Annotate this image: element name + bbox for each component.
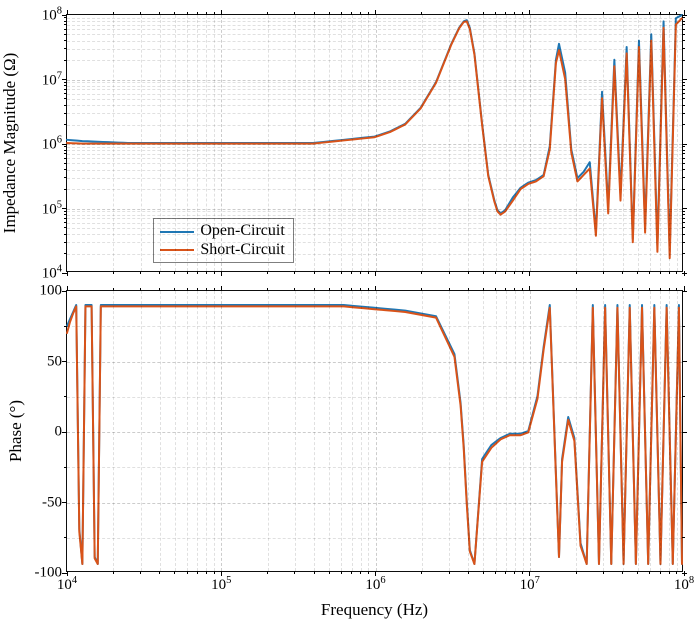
x-tick-label: 107 [520, 571, 540, 594]
y-tick-label: 100 [40, 283, 68, 300]
legend-swatch-short [160, 249, 194, 251]
y-axis-label-top: Impedance Magnitude (Ω) [0, 53, 20, 234]
x-tick-label: 108 [674, 571, 694, 594]
y-tick-label: 50 [47, 353, 67, 370]
phase-panel: 104105106107108-100-50050100 [66, 290, 683, 572]
legend-item-short: Short-Circuit [160, 241, 284, 259]
y-tick-label: -50 [42, 494, 67, 511]
legend-item-open: Open-Circuit [160, 222, 284, 240]
legend-label-short: Short-Circuit [200, 241, 284, 259]
x-tick-label: 106 [365, 571, 385, 594]
y-axis-label-bottom: Phase (°) [6, 400, 26, 462]
legend-label-open: Open-Circuit [200, 222, 284, 240]
impedance-magnitude-panel: Open-Circuit Short-Circuit 1041051061071… [66, 14, 683, 272]
y-tick-label: -100 [35, 565, 68, 582]
legend-swatch-open [160, 231, 194, 233]
y-tick-label: 0 [55, 424, 68, 441]
figure-root: Open-Circuit Short-Circuit 1041051061071… [0, 0, 700, 621]
x-tick-label: 105 [211, 571, 231, 594]
x-axis-label: Frequency (Hz) [321, 600, 428, 620]
y-tick-label: 104 [42, 264, 67, 283]
